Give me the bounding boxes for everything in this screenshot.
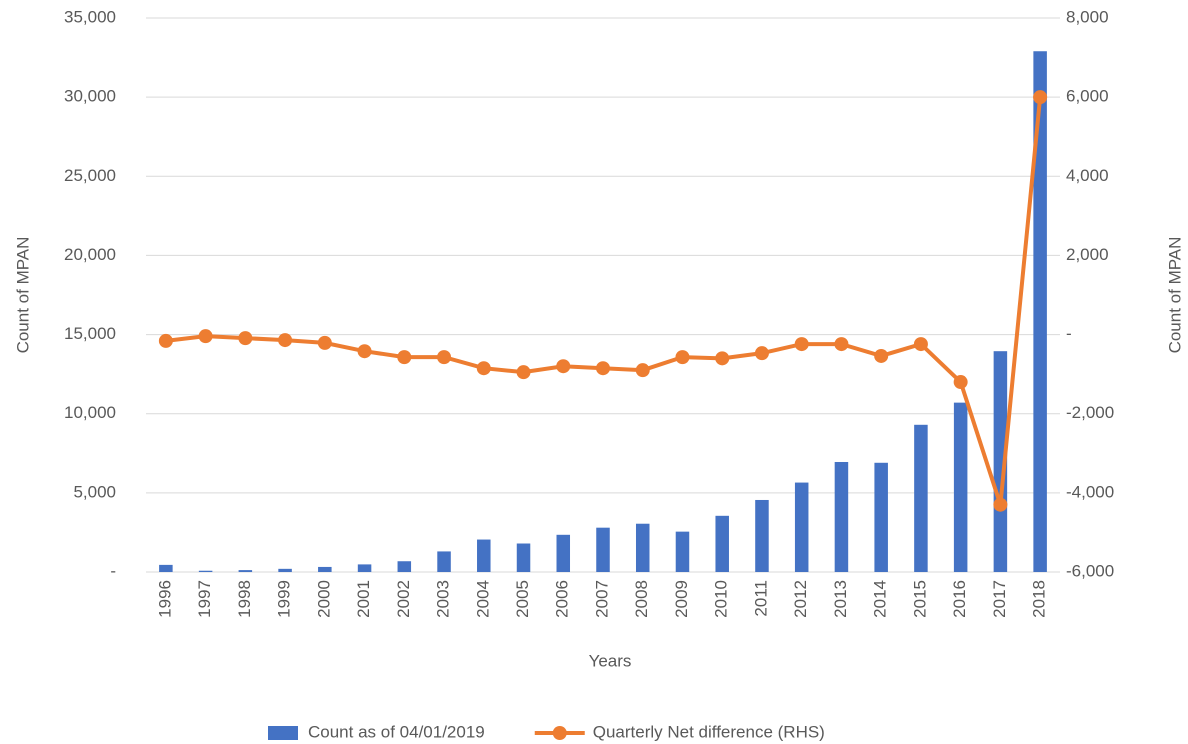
bar	[437, 551, 451, 572]
x-tick-label: 1998	[235, 580, 254, 618]
x-tick-label: 2011	[751, 580, 770, 617]
y2-tick-label: -4,000	[1066, 482, 1114, 501]
line-point	[834, 337, 849, 352]
bar	[596, 527, 610, 572]
line-point	[238, 331, 253, 346]
y2-tick-label: 2,000	[1066, 245, 1109, 264]
legend-label: Quarterly Net difference (RHS)	[593, 722, 825, 741]
legend-label: Count as of 04/01/2019	[308, 722, 485, 741]
x-tick-label: 2014	[871, 580, 890, 618]
x-tick-label: 2005	[513, 580, 532, 618]
line-point	[317, 335, 332, 350]
line-point	[516, 365, 531, 380]
line-point	[158, 333, 173, 348]
line-point	[1033, 90, 1048, 105]
x-tick-label: 2013	[831, 580, 850, 618]
x-tick-label: 2017	[990, 580, 1009, 618]
x-tick-label: 2016	[950, 580, 969, 618]
line-point	[715, 351, 730, 366]
line-point	[278, 333, 293, 348]
bar	[278, 568, 292, 572]
bar	[675, 531, 690, 572]
bar	[198, 570, 213, 572]
line-point	[635, 363, 650, 378]
line-point	[476, 361, 491, 376]
line-point	[675, 350, 690, 365]
y-tick-label: 35,000	[64, 7, 116, 26]
bar	[159, 564, 173, 572]
bar	[238, 570, 253, 572]
bar	[874, 462, 888, 572]
y2-tick-label: -6,000	[1066, 561, 1114, 580]
x-tick-label: 1996	[155, 580, 174, 618]
bar	[318, 566, 332, 572]
y-tick-label: 30,000	[64, 87, 116, 106]
y-tick-label: -	[110, 561, 116, 580]
line-point	[198, 329, 213, 344]
bar	[1033, 51, 1047, 573]
line-point	[913, 337, 928, 352]
x-tick-label: 2001	[354, 580, 373, 618]
x-tick-label: 2018	[1030, 580, 1049, 618]
y-tick-label: 20,000	[64, 245, 116, 264]
bar	[516, 543, 531, 572]
x-tick-label: 2015	[910, 580, 929, 618]
y-tick-label: 10,000	[64, 403, 116, 422]
x-tick-label: 2000	[314, 580, 333, 618]
y2-tick-label: -2,000	[1066, 403, 1114, 422]
line-point	[754, 346, 769, 361]
line-point	[953, 375, 968, 390]
line-point	[397, 350, 412, 365]
y-tick-label: 5,000	[73, 482, 116, 501]
x-tick-label: 2010	[712, 580, 731, 618]
line-point	[874, 348, 889, 363]
y2-axis-label: Count of MPAN	[1165, 237, 1184, 354]
bar	[953, 402, 968, 572]
x-tick-label: 1999	[275, 580, 294, 618]
bar	[397, 561, 412, 572]
bar	[556, 534, 571, 572]
x-tick-label: 2009	[672, 580, 691, 618]
line-point	[437, 350, 452, 365]
bar	[477, 539, 491, 572]
bar	[834, 461, 849, 572]
y-axis-label: Count of MPAN	[13, 237, 32, 354]
bar	[755, 499, 769, 572]
y-tick-label: 25,000	[64, 166, 116, 185]
x-tick-label: 2008	[632, 580, 651, 618]
x-axis-label: Years	[589, 651, 632, 670]
line	[165, 96, 1043, 506]
line-point	[794, 337, 809, 352]
x-tick-label: 2002	[394, 580, 413, 618]
line-point	[993, 497, 1008, 512]
y2-tick-label: 4,000	[1066, 166, 1109, 185]
y2-tick-label: -	[1066, 324, 1072, 343]
y2-tick-label: 8,000	[1066, 7, 1109, 26]
x-tick-label: 2006	[553, 580, 572, 618]
x-tick-label: 2007	[592, 580, 611, 618]
x-tick-label: 1997	[195, 580, 214, 618]
bar	[914, 424, 928, 572]
x-tick-label: 2004	[473, 580, 492, 618]
bar	[794, 482, 809, 572]
bar	[635, 523, 650, 572]
line-point	[596, 361, 610, 376]
x-tick-label: 2012	[791, 580, 810, 618]
y2-tick-label: 6,000	[1066, 87, 1109, 106]
line-point	[357, 344, 372, 359]
x-tick-label: 2003	[434, 580, 453, 618]
legend-swatch	[552, 726, 567, 740]
legend-swatch	[268, 726, 298, 740]
bar	[715, 515, 729, 572]
bar	[357, 564, 372, 572]
line-point	[556, 359, 571, 374]
bar	[993, 351, 1008, 572]
y-tick-label: 15,000	[64, 324, 116, 343]
